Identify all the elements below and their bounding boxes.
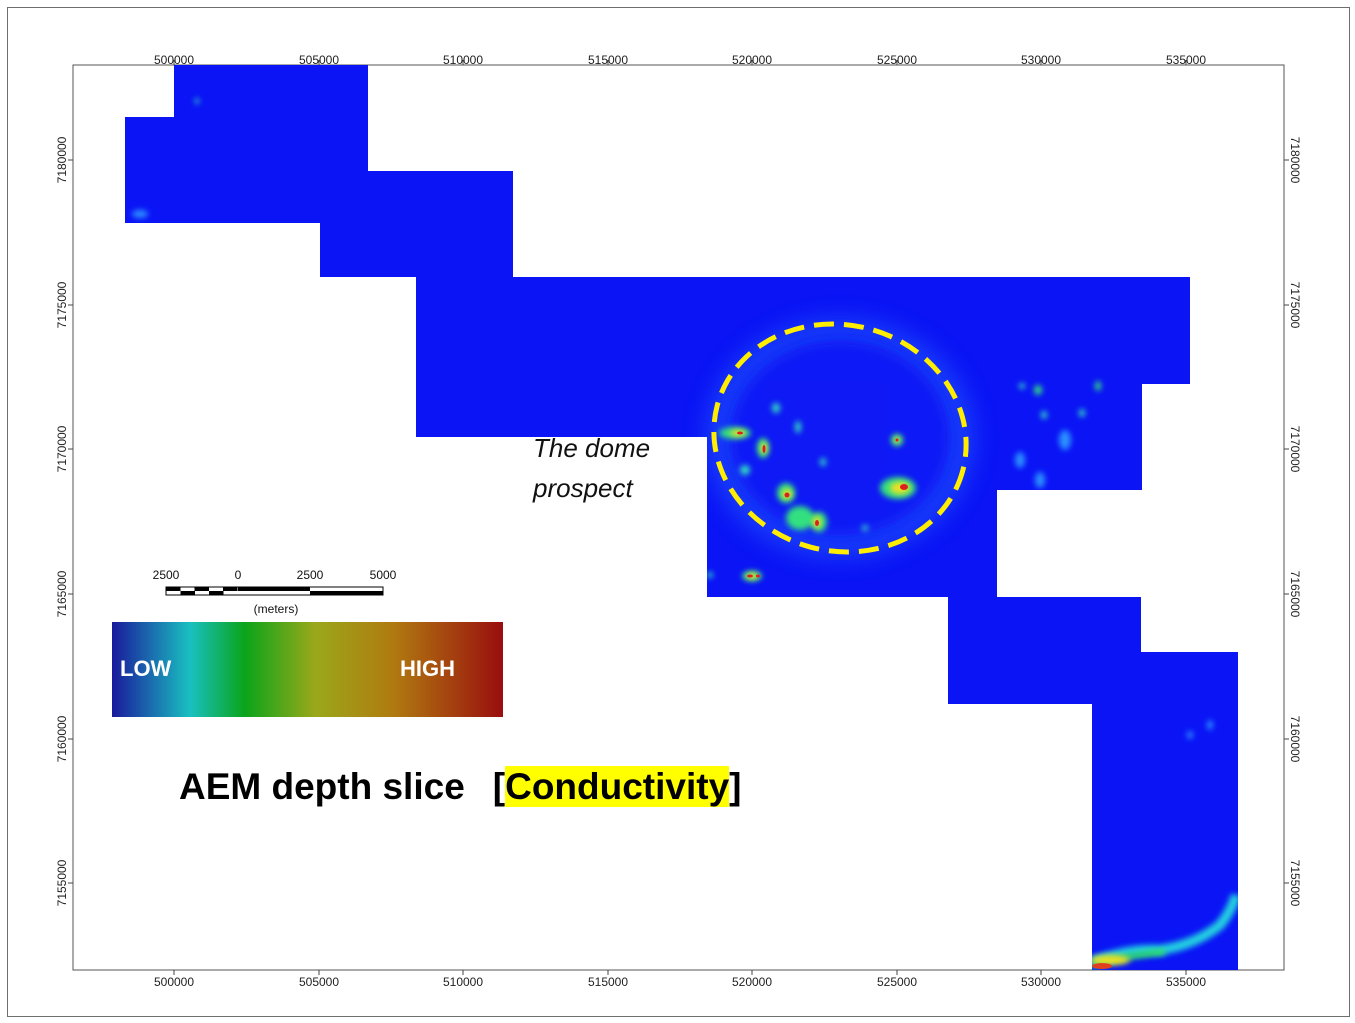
y-tick-left: 7180000: [55, 136, 69, 184]
scale-bar-label: 2500: [152, 568, 180, 582]
scale-bar-label: 0: [234, 568, 242, 582]
legend-low-label: LOW: [120, 656, 172, 681]
prospect-label-line1: The dome: [533, 433, 651, 463]
title-highlight: Conductivity: [505, 766, 730, 807]
y-tick-right: 7170000: [1288, 425, 1302, 473]
prospect-label-line2: prospect: [533, 473, 633, 503]
x-tick-bottom: 500000: [153, 975, 195, 989]
x-tick-top: 505000: [298, 53, 340, 67]
scale-bar: 2500 0 2500 5000 (meters): [140, 568, 420, 620]
scale-bar-units: (meters): [253, 602, 299, 616]
x-tick-bottom: 525000: [876, 975, 918, 989]
survey-coverage: [125, 65, 1238, 970]
title-open-bracket: [: [492, 766, 506, 807]
x-tick-top: 500000: [153, 53, 195, 67]
tick-marks: [68, 60, 1289, 975]
y-tick-right: 7160000: [1288, 715, 1302, 763]
scale-bar-label: 5000: [369, 568, 397, 582]
map-title: AEM depth slice [Conductivity]: [179, 766, 742, 808]
y-tick-right: 7180000: [1288, 136, 1302, 184]
y-tick-left: 7170000: [55, 425, 69, 473]
y-tick-right: 7175000: [1288, 281, 1302, 329]
color-legend: [112, 622, 503, 717]
legend-high-label: HIGH: [400, 656, 455, 681]
x-tick-top: 525000: [876, 53, 918, 67]
x-tick-bottom: 520000: [731, 975, 773, 989]
title-close-bracket: ]: [729, 766, 742, 807]
x-tick-top: 515000: [587, 53, 629, 67]
x-tick-bottom: 510000: [442, 975, 484, 989]
prospect-ellipse: [711, 321, 969, 555]
x-tick-bottom: 505000: [298, 975, 340, 989]
scale-bar-label: 2500: [296, 568, 324, 582]
y-tick-left: 7165000: [55, 570, 69, 618]
y-tick-left: 7155000: [55, 859, 69, 907]
x-tick-bottom: 530000: [1020, 975, 1062, 989]
x-tick-top: 530000: [1020, 53, 1062, 67]
y-tick-right: 7155000: [1288, 859, 1302, 907]
prospect-label: The dome prospect: [533, 428, 693, 508]
scale-bar-graphic: [165, 586, 384, 596]
x-tick-top: 535000: [1165, 53, 1207, 67]
x-tick-top: 510000: [442, 53, 484, 67]
y-tick-left: 7160000: [55, 715, 69, 763]
y-tick-right: 7165000: [1288, 570, 1302, 618]
y-tick-left: 7175000: [55, 281, 69, 329]
plot-area: [72, 64, 1285, 971]
x-tick-bottom: 535000: [1165, 975, 1207, 989]
title-text: AEM depth slice: [179, 766, 465, 807]
x-tick-bottom: 515000: [587, 975, 629, 989]
conductivity-anomalies: [132, 98, 1238, 969]
x-tick-top: 520000: [731, 53, 773, 67]
